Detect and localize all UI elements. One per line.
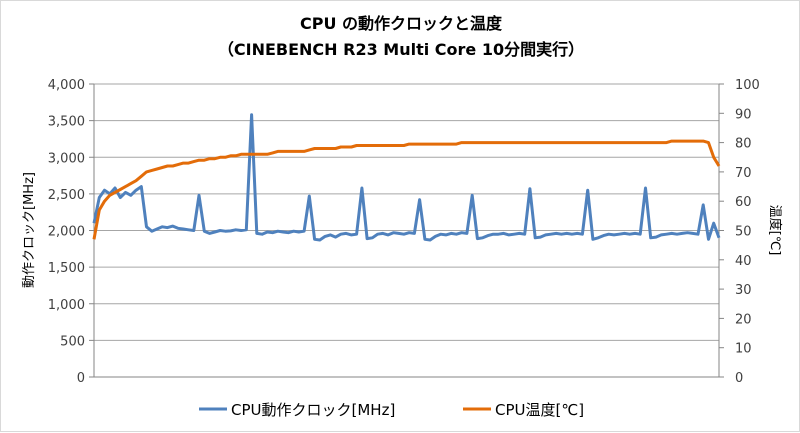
right-tick-label: 90: [735, 107, 752, 122]
legend: CPU動作クロック[MHz] CPU温度[℃]: [199, 401, 584, 419]
chart-subtitle: （CINEBENCH R23 Multi Core 10分間実行）: [218, 40, 584, 59]
series-line-temp: [94, 141, 719, 239]
legend-label-temp: CPU温度[℃]: [495, 401, 584, 419]
right-tick-label: 10: [735, 342, 752, 357]
left-tick-label: 4,000: [48, 78, 85, 93]
right-tick-label: 20: [735, 312, 752, 327]
right-axis-title: 温度[℃]: [767, 205, 783, 256]
left-tick-label: 2,500: [48, 188, 85, 203]
right-tick-label: 0: [735, 371, 743, 386]
right-tick-label: 60: [735, 195, 752, 210]
left-tick-label: 0: [77, 371, 85, 386]
left-tick-label: 1,000: [48, 298, 85, 313]
left-tick-label: 3,000: [48, 151, 85, 166]
left-tick-label: 3,500: [48, 115, 85, 130]
legend-label-clock: CPU動作クロック[MHz]: [231, 401, 395, 419]
chart-title: CPU の動作クロックと温度: [300, 14, 503, 33]
left-tick-label: 1,500: [48, 261, 85, 276]
right-tick-label: 50: [735, 225, 752, 240]
right-axis-ticks: 0 10 20 30 40 50 60 70 80 90 100: [735, 78, 760, 386]
right-tick-label: 70: [735, 166, 752, 181]
left-axis-ticks: 0 500 1,000 1,500 2,000 2,500 3,000 3,500 4,000: [48, 78, 85, 386]
left-tick-label: 500: [60, 334, 85, 349]
left-axis-title: 動作クロック[MHz]: [22, 172, 37, 288]
right-tick-label: 40: [735, 254, 752, 269]
right-tick-label: 30: [735, 283, 752, 298]
right-tick-label: 80: [735, 137, 752, 152]
left-tick-label: 2,000: [48, 225, 85, 240]
series-line-clock: [94, 115, 719, 240]
series-lines: [94, 115, 719, 240]
right-tick-label: 100: [735, 78, 760, 93]
